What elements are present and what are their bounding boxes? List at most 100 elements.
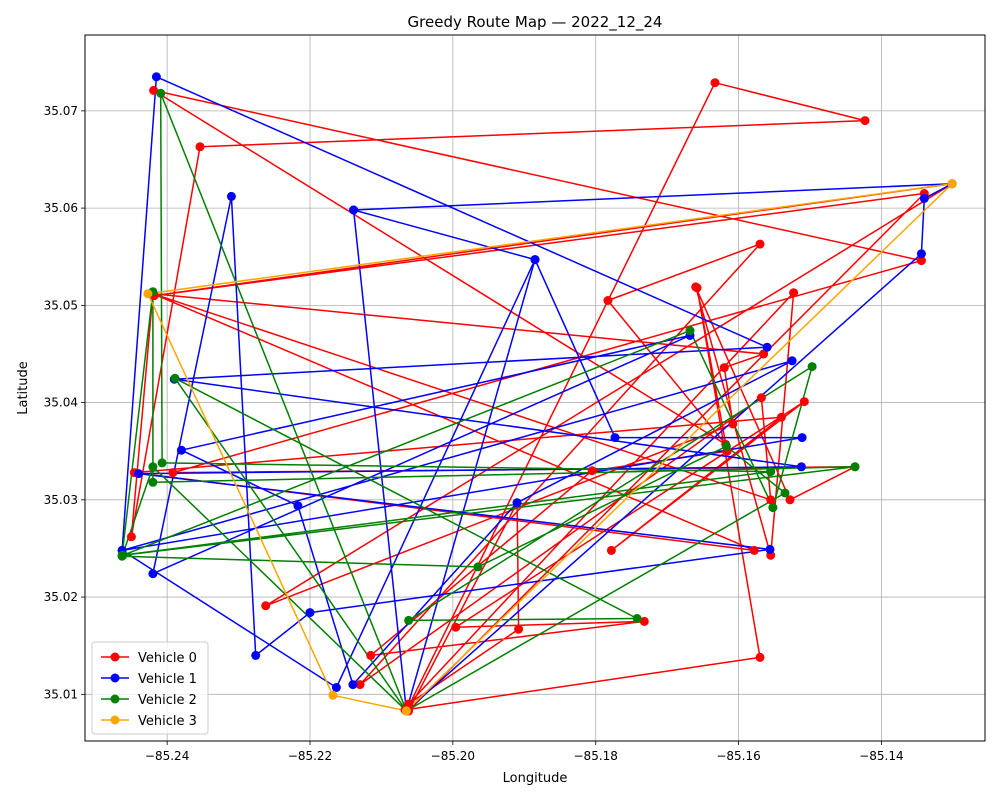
- stop-marker-vehicle-2: [157, 458, 167, 468]
- y-tick-label: 35.05: [44, 298, 78, 312]
- y-tick-label: 35.06: [44, 201, 78, 215]
- y-axis-label: Latitude: [16, 361, 31, 415]
- stop-marker-vehicle-2: [721, 441, 731, 451]
- stop-marker-vehicle-2: [404, 615, 414, 625]
- stop-marker-vehicle-3: [947, 179, 957, 189]
- stop-marker-vehicle-1: [305, 608, 315, 618]
- legend-entry: Vehicle 1: [101, 672, 197, 687]
- legend-label: Vehicle 3: [138, 714, 197, 729]
- stop-marker-vehicle-1: [134, 469, 144, 479]
- stop-marker-vehicle-3: [401, 706, 411, 716]
- legend-marker: [110, 652, 120, 662]
- stop-marker-vehicle-0: [755, 652, 765, 662]
- stop-marker-vehicle-2: [850, 462, 860, 472]
- stop-marker-vehicle-0: [261, 601, 271, 611]
- stop-marker-vehicle-0: [692, 283, 702, 293]
- stop-marker-vehicle-0: [766, 495, 776, 505]
- stop-marker-vehicle-2: [117, 551, 127, 561]
- plot-frame: [84, 34, 986, 742]
- stop-marker-vehicle-2: [807, 362, 817, 372]
- x-tick-label: −85.16: [716, 749, 760, 763]
- stop-marker-vehicle-2: [632, 614, 642, 623]
- legend-entry: Vehicle 3: [101, 714, 197, 729]
- legend-label: Vehicle 0: [138, 651, 197, 666]
- legend-label: Vehicle 2: [138, 693, 197, 708]
- stop-marker-vehicle-0: [195, 142, 205, 152]
- stop-marker-vehicle-2: [148, 477, 158, 487]
- stop-marker-vehicle-0: [149, 85, 159, 95]
- stop-marker-vehicle-2: [148, 462, 158, 472]
- stop-marker-vehicle-0: [126, 532, 136, 542]
- x-tick-label: −85.22: [288, 749, 332, 763]
- stop-marker-vehicle-0: [710, 78, 720, 88]
- legend-box: [91, 641, 209, 735]
- stop-marker-vehicle-1: [251, 650, 261, 660]
- stop-marker-vehicle-0: [756, 393, 766, 403]
- legend-entry: Vehicle 0: [101, 651, 197, 666]
- x-tick-label: −85.24: [145, 749, 189, 763]
- stop-marker-vehicle-1: [610, 433, 620, 443]
- stop-marker-vehicle-0: [451, 622, 461, 632]
- stop-marker-vehicle-0: [728, 419, 738, 429]
- x-axis-label: Longitude: [503, 771, 568, 786]
- stop-marker-vehicle-0: [799, 397, 809, 407]
- stop-marker-vehicle-1: [148, 569, 158, 579]
- stop-marker-vehicle-2: [156, 88, 166, 98]
- stop-marker-vehicle-1: [762, 342, 772, 352]
- stop-marker-vehicle-2: [768, 503, 778, 513]
- stop-marker-vehicle-2: [685, 326, 695, 336]
- legend-marker: [110, 715, 120, 725]
- stop-marker-vehicle-0: [514, 624, 524, 634]
- x-tick-label: −85.20: [431, 749, 475, 763]
- stop-marker-vehicle-0: [168, 468, 178, 478]
- stop-marker-vehicle-0: [355, 680, 365, 690]
- stop-marker-vehicle-2: [766, 467, 776, 477]
- y-tick-label: 35.02: [44, 590, 78, 604]
- stop-marker-vehicle-1: [349, 205, 359, 215]
- stop-marker-vehicle-0: [606, 545, 616, 555]
- stop-marker-vehicle-0: [719, 363, 729, 373]
- stop-marker-vehicle-1: [293, 501, 303, 511]
- stop-marker-vehicle-1: [796, 462, 806, 472]
- stop-marker-vehicle-1: [348, 680, 358, 690]
- stop-marker-vehicle-1: [151, 72, 161, 82]
- chart-title: Greedy Route Map — 2022_12_24: [408, 13, 663, 32]
- legend-entry: Vehicle 2: [101, 693, 197, 708]
- x-tick-label: −85.14: [859, 749, 903, 763]
- stop-marker-vehicle-1: [919, 193, 929, 203]
- stop-marker-vehicle-3: [328, 690, 338, 700]
- stop-marker-vehicle-0: [749, 545, 759, 555]
- stop-marker-vehicle-1: [226, 191, 236, 201]
- y-tick-label: 35.01: [44, 687, 78, 701]
- stop-marker-vehicle-1: [916, 249, 926, 259]
- axis-ticks: −85.24 −85.22 −85.20 −85.18 −85.16 −85.14 35.0…: [44, 104, 904, 763]
- stop-marker-vehicle-1: [512, 498, 522, 508]
- stop-marker-vehicle-0: [603, 296, 613, 305]
- legend-label: Vehicle 1: [138, 672, 197, 687]
- route-stops: [117, 72, 957, 716]
- stop-marker-vehicle-0: [789, 288, 799, 298]
- y-tick-label: 35.03: [44, 493, 78, 507]
- stop-marker-vehicle-2: [780, 488, 790, 498]
- legend: Vehicle 0 Vehicle 1 Vehicle 2 Vehicle 3: [91, 641, 209, 735]
- stop-marker-vehicle-0: [639, 616, 649, 626]
- y-tick-label: 35.07: [44, 104, 78, 118]
- stop-marker-vehicle-0: [366, 650, 376, 660]
- stop-marker-vehicle-1: [176, 445, 186, 455]
- stop-marker-vehicle-0: [759, 349, 769, 359]
- grid: [85, 35, 985, 741]
- stop-marker-vehicle-0: [776, 412, 786, 422]
- legend-marker: [110, 694, 120, 704]
- stop-marker-vehicle-3: [143, 289, 153, 299]
- stop-marker-vehicle-0: [785, 495, 795, 505]
- stop-marker-vehicle-0: [860, 116, 870, 126]
- stop-marker-vehicle-1: [797, 433, 807, 443]
- stop-marker-vehicle-2: [170, 373, 180, 383]
- stop-marker-vehicle-2: [473, 562, 483, 572]
- stop-marker-vehicle-1: [530, 255, 540, 265]
- legend-marker: [110, 673, 120, 683]
- stop-marker-vehicle-1: [787, 356, 797, 366]
- stop-marker-vehicle-1: [765, 544, 775, 554]
- stop-marker-vehicle-0: [755, 239, 765, 249]
